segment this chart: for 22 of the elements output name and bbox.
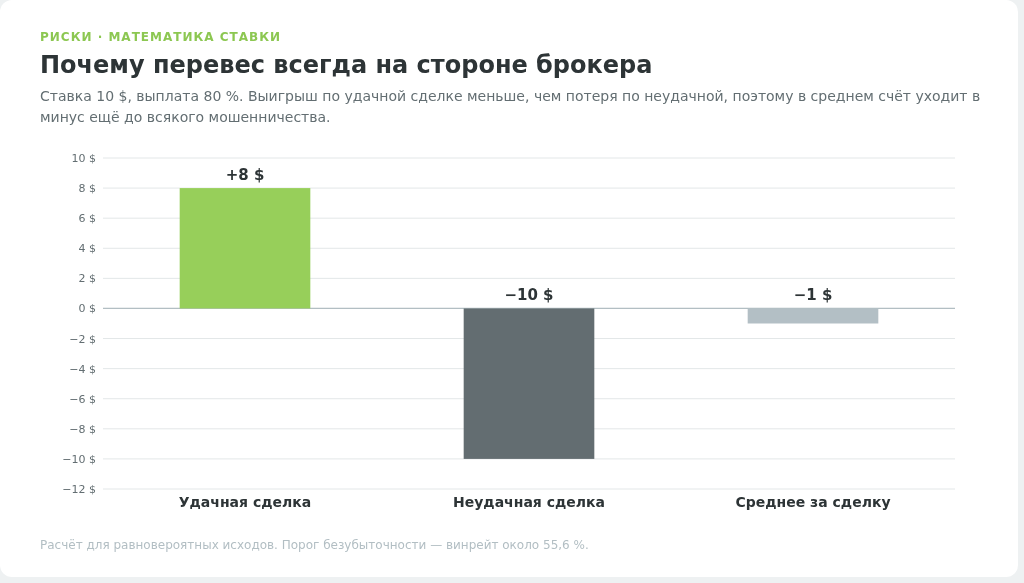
x-tick-label: Неудачная сделка <box>453 494 605 510</box>
y-tick-label: 6 $ <box>78 212 96 226</box>
y-tick-label: 2 $ <box>78 272 96 286</box>
y-tick-label: 10 $ <box>71 152 96 165</box>
text: РИСКИ · МАТЕМАТИКА СТАВКИ <box>40 30 282 44</box>
text: Расчёт для равновероятных исходов. Порог безубыточности — винрейт около 55,6 %. <box>40 538 589 552</box>
x-tick-label: Удачная сделка <box>178 494 312 510</box>
y-tick-label: 8 $ <box>78 182 96 196</box>
chart-subtitle: Ставка 10 $, выплата 80 %. Выигрыш по удачной сделке меньше, чем потеря по неудачной, поэтому в среднем счёт уходит в минус ещё до всякого мошенничества. <box>40 88 981 125</box>
y-tick-label: −12 $ <box>62 483 96 496</box>
y-tick-label: −4 $ <box>69 362 96 376</box>
y-tick-label: −8 $ <box>69 422 96 436</box>
chart-title: Почему перевес всегда на стороне брокера <box>40 51 653 79</box>
y-tick-label: 4 $ <box>78 242 96 256</box>
data-label: −10 $ <box>504 286 554 305</box>
y-tick-label: −2 $ <box>69 332 96 346</box>
data-label: +8 $ <box>225 166 265 185</box>
y-tick-label: −6 $ <box>69 392 96 406</box>
y-tick-label: −10 $ <box>62 452 96 466</box>
y-tick-label: 0 $ <box>78 302 96 316</box>
data-label: −1 $ <box>793 286 833 305</box>
x-tick-label: Среднее за сделку <box>735 494 891 510</box>
